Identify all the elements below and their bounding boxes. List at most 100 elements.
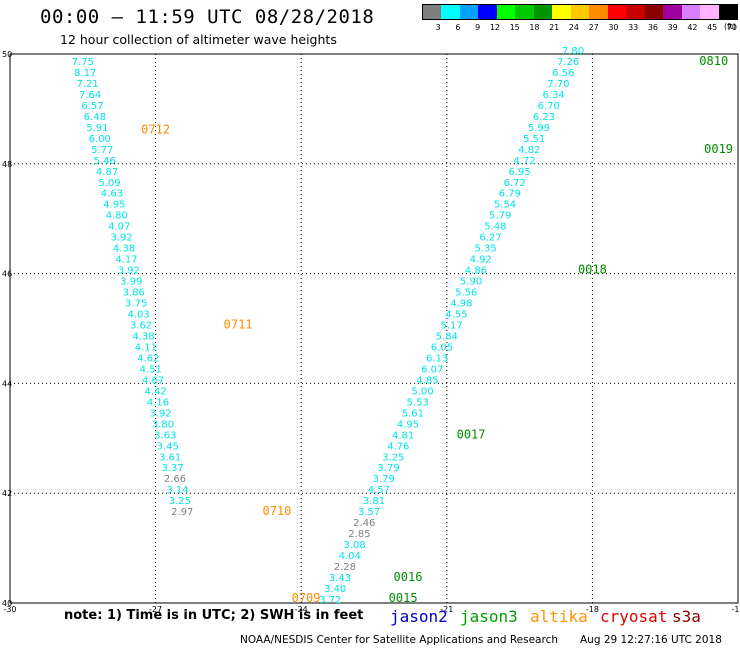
time-label: 0711 [224,318,253,332]
x-tick-label: -18 [586,605,599,614]
swh-value-label: 3.63 [154,430,176,441]
legend-swatches [422,4,738,20]
swh-value-label: 4.85 [416,375,438,386]
swh-value-label: 3.45 [157,441,179,452]
swh-value-label: 7.26 [557,57,579,68]
y-tick-label: 44 [2,379,12,388]
swh-value-label: 3.72 [319,595,341,606]
swh-value-label: 4.38 [132,331,154,342]
swh-value-label: 5.79 [489,211,511,222]
legend-label: 12 [489,23,500,32]
swh-value-label: 7.70 [547,79,569,90]
legend-label: 33 [628,23,639,32]
legend-swatch [663,5,682,19]
satellite-cryosat: cryosat [600,607,668,626]
swh-value-label: 2.85 [348,529,370,540]
time-label: 0019 [704,142,733,156]
legend-label: 30 [608,23,619,32]
swh-value-label: 3.92 [110,233,132,244]
swh-value-label: 4.04 [339,551,361,562]
legend-swatch [478,5,497,19]
time-label: 0712 [141,123,170,137]
x-tick-label: -15 [731,605,740,614]
y-tick-label: 48 [2,160,12,169]
satellite-jason3: jason3 [460,607,518,626]
swh-value-label: 6.34 [542,90,564,101]
swh-value-label: 7.75 [72,57,94,68]
swh-value-label: 4.42 [144,386,166,397]
swh-value-label: 3.08 [343,540,365,551]
credit-text: NOAA/NESDIS Center for Satellite Applica… [240,634,558,646]
swh-value-label: 4.81 [392,430,414,441]
timestamp-text: Aug 29 12:27:16 UTC 2018 [580,634,722,646]
legend-swatch [459,5,479,19]
legend-swatch [589,5,608,19]
swh-value-label: 4.11 [135,342,157,353]
swh-value-label: 3.25 [382,452,404,463]
legend-label: 9 [475,23,481,32]
swh-value-label: 5.99 [528,123,550,134]
legend-swatch [533,5,553,19]
swh-value-label: 4.16 [147,397,169,408]
time-label: 0018 [578,263,607,277]
time-label: 0016 [394,570,423,584]
swh-value-label: 3.86 [123,288,145,299]
x-tick-label: -24 [295,605,308,614]
legend-swatch [700,5,719,19]
swh-value-label: 5.84 [436,331,458,342]
swh-value-label: 5.77 [91,145,113,156]
swh-value-label: 4.76 [387,441,409,452]
swh-value-label: 4.72 [513,156,535,167]
swh-value-label: 5.35 [474,244,496,255]
swh-value-label: 4.63 [101,189,123,200]
legend-label: 3 [435,23,441,32]
swh-value-label: 4.07 [108,222,130,233]
swh-value-label: 2.28 [334,562,356,573]
swh-value-label: 2.46 [353,518,375,529]
swh-value-label: 3.57 [358,507,380,518]
swh-value-label: 4.38 [113,244,135,255]
swh-value-label: 7.21 [77,79,99,90]
swh-value-label: 4.57 [368,485,390,496]
legend-swatch [626,5,645,19]
legend-label: 21 [549,23,560,32]
swh-value-label: 5.91 [86,123,108,134]
legend-label: 45 [707,23,718,32]
legend-label: 42 [687,23,698,32]
y-tick-label: 50 [2,50,12,59]
swh-value-label: 3.75 [125,299,147,310]
swh-value-label: 3.25 [169,496,191,507]
swh-value-label: 3.61 [159,452,181,463]
swh-value-label: 4.87 [96,167,118,178]
swh-value-label: 4.86 [465,266,487,277]
map-title: 00:00 – 11:59 UTC 08/28/2018 [40,6,375,28]
legend-swatch [644,5,664,19]
swh-value-label: 3.14 [166,485,188,496]
swh-value-label: 3.79 [377,463,399,474]
swh-value-label: 6.57 [81,101,103,112]
swh-value-label: 4.17 [115,255,137,266]
swh-value-label: 5.09 [98,178,120,189]
legend-swatch [441,5,460,19]
swh-value-label: 4.82 [518,145,540,156]
swh-value-label: 8.17 [74,68,96,79]
legend-label: 70 [726,23,737,32]
swh-value-label: 4.95 [397,419,419,430]
swh-value-label: 5.54 [494,200,516,211]
swh-value-label: 6.56 [552,68,574,79]
y-tick-label: 40 [2,599,12,608]
swh-value-label: 6.95 [508,167,530,178]
legend-swatch [681,5,701,19]
swh-value-label: 4.92 [470,255,492,266]
swh-value-label: 3.62 [130,321,152,332]
legend-label: 18 [529,23,540,32]
swh-value-label: 6.48 [84,112,106,123]
color-legend: 3 6 9 12 15 18 21 24 27 30 33 36 39 42 45 70 (ft) [422,4,738,38]
swh-value-label: 3.43 [329,573,351,584]
time-label: 0015 [389,591,418,605]
swh-value-label: 4.51 [140,364,162,375]
swh-value-label: 7.64 [79,90,101,101]
swh-value-label: 3.80 [152,419,174,430]
swh-value-label: 6.79 [499,189,521,200]
